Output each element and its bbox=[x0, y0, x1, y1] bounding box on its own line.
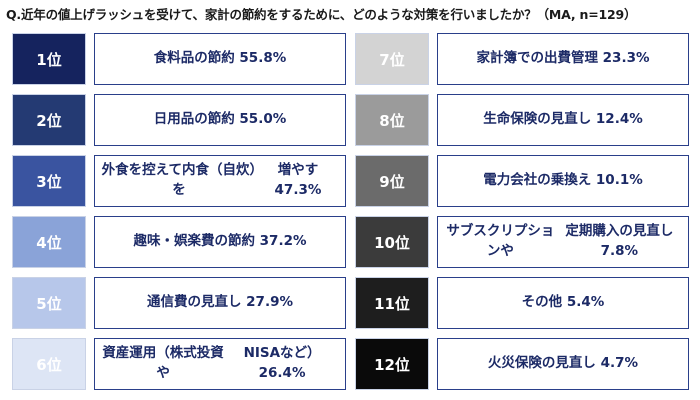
ranking-label: 資産運用（株式投資や NISAなど）26.4% bbox=[94, 338, 346, 390]
ranking-label-line: 日用品の節約 55.0% bbox=[153, 111, 287, 128]
ranking-row: 10位 サブスクリプションや 定期購入の見直し 7.8% bbox=[355, 216, 689, 268]
rank-badge: 10位 bbox=[355, 216, 429, 268]
question-title: Q.近年の値上げラッシュを受けて、家計の節約をするために、どのような対策を行いま… bbox=[6, 7, 637, 22]
ranking-label: 電力会社の乗換え 10.1% bbox=[437, 155, 689, 207]
rank-badge: 5位 bbox=[12, 277, 86, 329]
rank-badge: 12位 bbox=[355, 338, 429, 390]
ranking-label-line: 家計簿での出費管理 23.3% bbox=[476, 50, 650, 67]
ranking-column-right: 7位 家計簿での出費管理 23.3% 8位 生命保険の見直し 12.4% 9位 電力会社の… bbox=[355, 33, 689, 390]
rank-badge: 11位 bbox=[355, 277, 429, 329]
rank-badge: 2位 bbox=[12, 94, 86, 146]
ranking-label-line: 食料品の節約 55.8% bbox=[153, 50, 287, 67]
ranking-label: 趣味・娯楽費の節約 37.2% bbox=[94, 216, 346, 268]
ranking-label-line: 趣味・娯楽費の節約 37.2% bbox=[133, 233, 307, 250]
ranking-label: その他 5.4% bbox=[437, 277, 689, 329]
rank-badge: 8位 bbox=[355, 94, 429, 146]
ranking-label: サブスクリプションや 定期購入の見直し 7.8% bbox=[437, 216, 689, 268]
ranking-row: 1位 食料品の節約 55.8% bbox=[12, 33, 346, 85]
ranking-label-line: 外食を控えて内食（自炊）を bbox=[101, 162, 257, 198]
ranking-label: 日用品の節約 55.0% bbox=[94, 94, 346, 146]
rank-badge: 9位 bbox=[355, 155, 429, 207]
ranking-label-line: 通信費の見直し 27.9% bbox=[146, 294, 294, 311]
ranking-label: 外食を控えて内食（自炊）を 増やす 47.3% bbox=[94, 155, 346, 207]
rank-badge: 7位 bbox=[355, 33, 429, 85]
ranking-label-line: 資産運用（株式投資や bbox=[102, 345, 224, 381]
ranking-label: 生命保険の見直し 12.4% bbox=[437, 94, 689, 146]
ranking-row: 4位 趣味・娯楽費の節約 37.2% bbox=[12, 216, 346, 268]
ranking-row: 11位 その他 5.4% bbox=[355, 277, 689, 329]
ranking-label-line: 定期購入の見直し 7.8% bbox=[565, 223, 674, 259]
ranking-row: 8位 生命保険の見直し 12.4% bbox=[355, 94, 689, 146]
rank-badge: 4位 bbox=[12, 216, 86, 268]
ranking-label-line: その他 5.4% bbox=[521, 294, 605, 311]
ranking-label: 通信費の見直し 27.9% bbox=[94, 277, 346, 329]
ranking-label: 火災保険の見直し 4.7% bbox=[437, 338, 689, 390]
ranking-label: 食料品の節約 55.8% bbox=[94, 33, 346, 85]
ranking-row: 9位 電力会社の乗換え 10.1% bbox=[355, 155, 689, 207]
ranking-label-line: 電力会社の乗換え 10.1% bbox=[483, 172, 643, 189]
ranking-label-line: 生命保険の見直し 12.4% bbox=[483, 111, 643, 128]
ranking-row: 6位 資産運用（株式投資や NISAなど）26.4% bbox=[12, 338, 346, 390]
ranking-row: 7位 家計簿での出費管理 23.3% bbox=[355, 33, 689, 85]
ranking-label: 家計簿での出費管理 23.3% bbox=[437, 33, 689, 85]
ranking-label-line: NISAなど）26.4% bbox=[243, 345, 321, 381]
rank-badge: 3位 bbox=[12, 155, 86, 207]
rank-badge: 6位 bbox=[12, 338, 86, 390]
ranking-row: 12位 火災保険の見直し 4.7% bbox=[355, 338, 689, 390]
ranking-row: 5位 通信費の見直し 27.9% bbox=[12, 277, 346, 329]
ranking-row: 2位 日用品の節約 55.0% bbox=[12, 94, 346, 146]
ranking-label-line: 増やす 47.3% bbox=[274, 162, 322, 198]
rank-badge: 1位 bbox=[12, 33, 86, 85]
ranking-row: 3位 外食を控えて内食（自炊）を 増やす 47.3% bbox=[12, 155, 346, 207]
ranking-column-left: 1位 食料品の節約 55.8% 2位 日用品の節約 55.0% 3位 外食を控えて内食（自… bbox=[12, 33, 346, 390]
ranking-label-line: 火災保険の見直し 4.7% bbox=[487, 355, 639, 372]
ranking-label-line: サブスクリプションや bbox=[446, 223, 555, 259]
